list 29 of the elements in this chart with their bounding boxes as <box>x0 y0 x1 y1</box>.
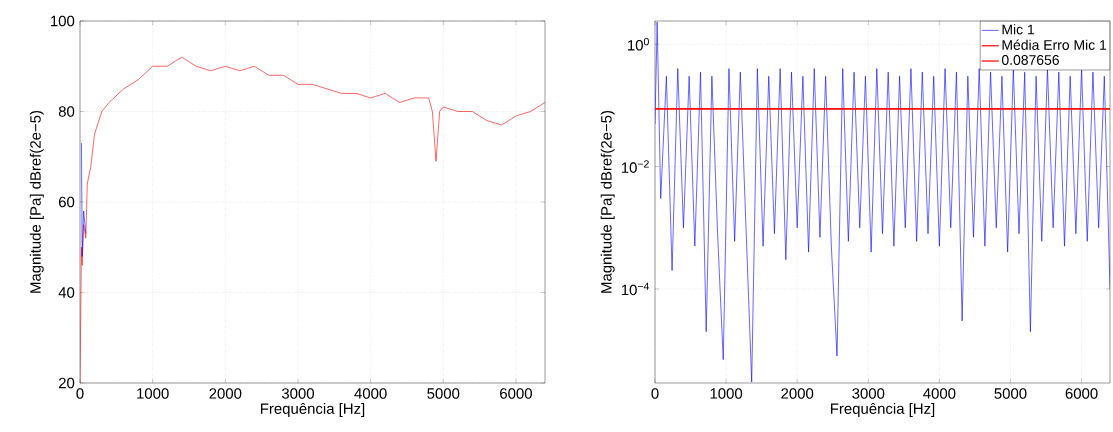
x-tick-label: 1000 <box>137 388 169 399</box>
y-tick-label: 10$^{0}$ <box>628 37 649 51</box>
y-axis-title: Magnitude [Pa] dBref(2e−5) <box>29 110 44 293</box>
x-tick-label: 0 <box>76 388 84 399</box>
legend-label: Média Erro Mic 1 <box>1002 39 1107 50</box>
x-axis-title: Frequência [Hz] <box>260 402 365 417</box>
y-tick-label: 40 <box>58 287 75 298</box>
x-tick-label: 5000 <box>994 388 1027 399</box>
x-tick-label: 2000 <box>209 388 242 399</box>
x-tick-label: 5000 <box>427 388 460 399</box>
y-tick-label: 100 <box>51 15 75 27</box>
x-tick-label: 6000 <box>500 388 532 399</box>
x-tick-label: 2000 <box>781 388 814 399</box>
x-tick-label: 4000 <box>923 388 956 399</box>
y-tick-label: 10$^{−2}$ <box>621 160 649 173</box>
x-tick-label: 0 <box>651 388 659 399</box>
x-tick-label: 1000 <box>710 388 743 399</box>
y-tick-label: 60 <box>58 196 75 208</box>
y-axis-title: Magnitude [Pa] dBref(2e−5) <box>600 110 615 293</box>
y-tick-label: 10$^{−4}$ <box>621 282 650 296</box>
y-tick-label: 20 <box>58 377 75 389</box>
y-tick-label: 80 <box>58 106 75 117</box>
x-tick-label: 4000 <box>354 388 387 399</box>
x-tick-label: 6000 <box>1065 388 1098 399</box>
legend-label: Mic 1 <box>1002 24 1035 35</box>
legend-label: 0.087656 <box>1001 55 1059 65</box>
x-tick-label: 3000 <box>281 388 314 399</box>
x-tick-label: 3000 <box>852 388 885 399</box>
x-axis-title: Frequência [Hz] <box>830 402 935 417</box>
